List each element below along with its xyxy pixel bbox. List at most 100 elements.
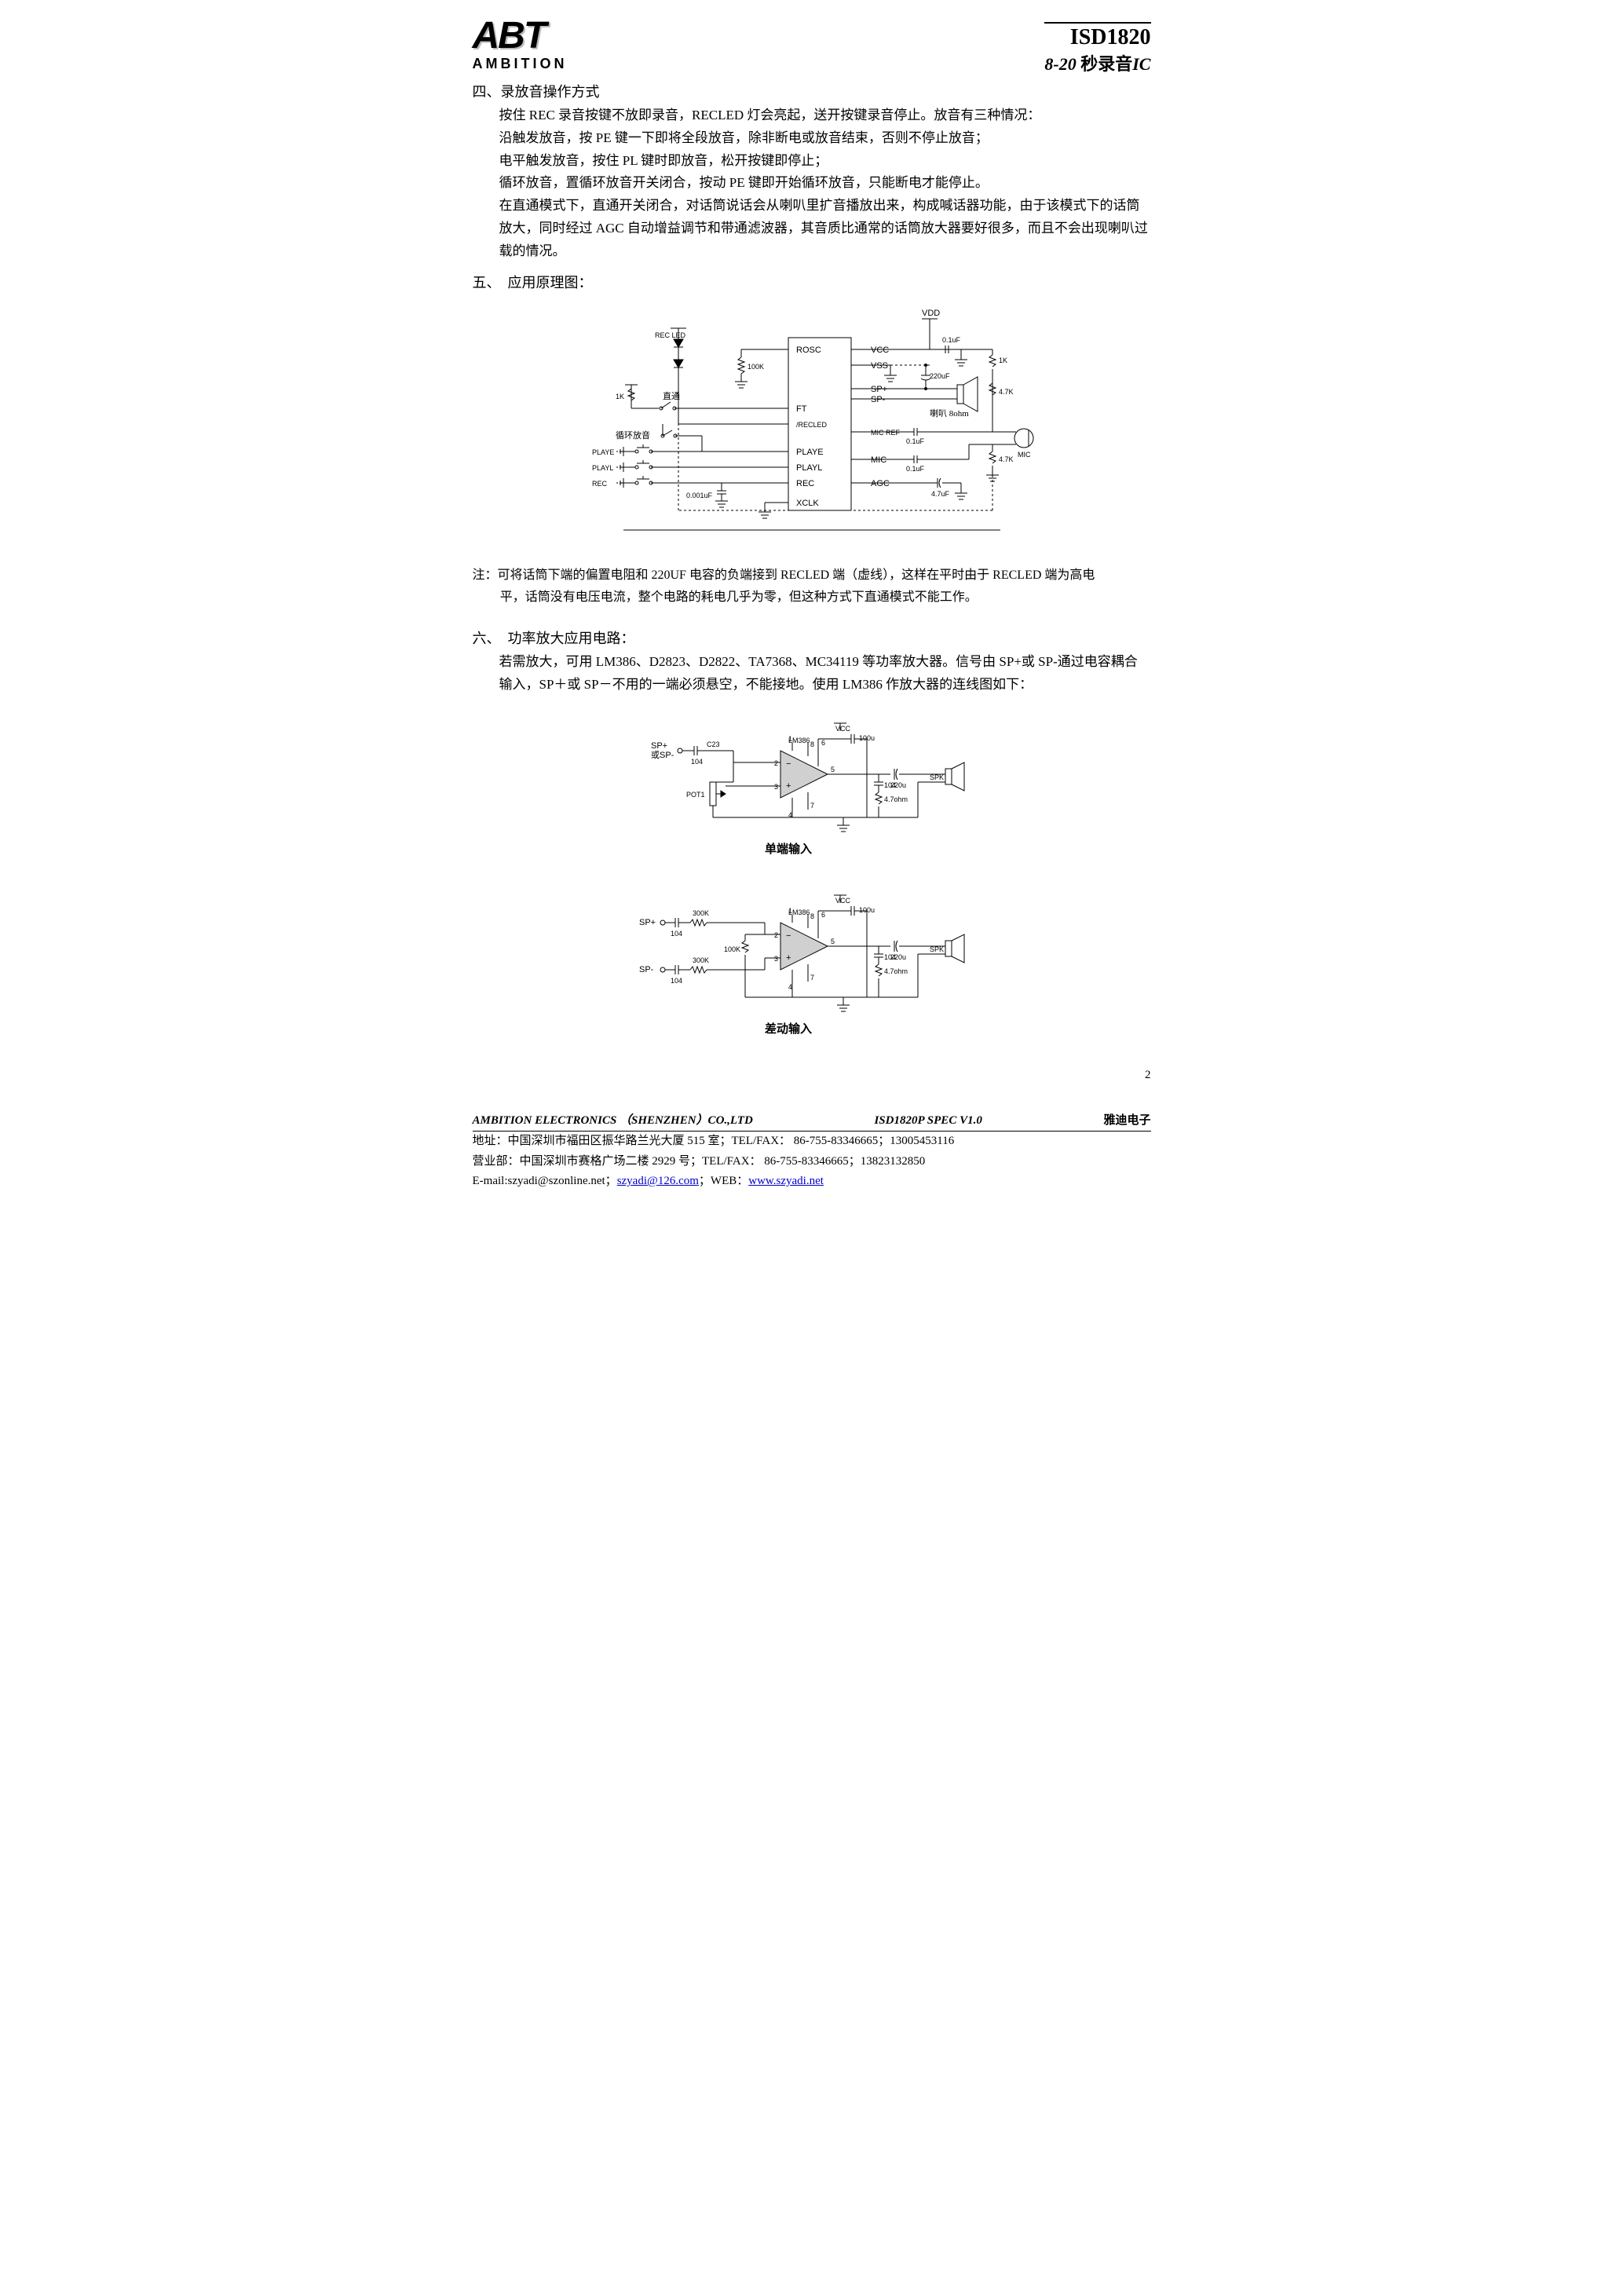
- section-5: 五、 应用原理图：: [473, 271, 1151, 295]
- logo-top: ABT: [473, 19, 568, 53]
- d1-r1kr: 1K: [999, 356, 1007, 364]
- d3-c104a: 104: [671, 930, 682, 938]
- footer-contact: E-mail:szyadi@szonline.net；szyadi@126.co…: [473, 1172, 1151, 1192]
- footer-spec: ISD1820P SPEC V1.0: [874, 1111, 981, 1132]
- diagram-3: SP+ 104 300K SP- 104 300K 100K LM386 −: [473, 879, 1151, 1048]
- s4-p4: 循环放音，置循环放音开关闭合，按动 PE 键即开始循环放音，只能断电才能停止。: [499, 172, 1151, 195]
- title2-cn: 秒录音: [1080, 54, 1132, 74]
- d2-c104b: 104: [884, 781, 896, 789]
- d1-c01c: 0.1uF: [906, 465, 925, 473]
- schematic-2: SP+ 或SP- 104 C23 POT1 LM386 − + 2 3 1: [608, 707, 1016, 865]
- d1-vdd: VDD: [922, 309, 940, 318]
- d3-r47: 4.7ohm: [884, 967, 908, 975]
- d3-p2: 2: [774, 931, 778, 939]
- section-6: 六、 功率放大应用电路： 若需放大，可用 LM386、D2823、D2822、T…: [473, 627, 1151, 696]
- d1-btn-rec: REC: [592, 480, 608, 488]
- d3-r300ka: 300K: [693, 909, 709, 917]
- d3-r100k: 100K: [724, 945, 740, 953]
- d1-ft: FT: [796, 404, 807, 414]
- d2-p8: 8: [810, 740, 814, 748]
- d1-btn-playl: PLAYL: [592, 464, 613, 472]
- d1-pplayl: PLAYL: [796, 463, 822, 473]
- logo-bot: AMBITION: [473, 56, 568, 72]
- d2-p5: 5: [831, 766, 835, 773]
- s4-p5: 在直通模式下，直通开关闭合，对话筒说话会从喇叭里扩音播放出来，构成喊话器功能，由…: [499, 195, 1151, 263]
- section-4: 四、录放音操作方式 按住 REC 录音按键不放即录音，RECLED 灯会亮起，送…: [473, 80, 1151, 263]
- note: 注：可将话筒下端的偏置电阻和 220UF 电容的负端接到 RECLED 端（虚线…: [473, 565, 1151, 610]
- d1-vcc: VCC: [871, 345, 889, 355]
- d1-r100k: 100K: [748, 363, 764, 371]
- d1-r47k2: 4.7K: [999, 455, 1014, 463]
- d2-r47: 4.7ohm: [884, 795, 908, 803]
- title2-en2: IC: [1132, 54, 1150, 74]
- svg-text:−: −: [786, 759, 791, 769]
- d1-recled: REC LED: [655, 331, 686, 339]
- d1-btn-playe: PLAYE: [592, 448, 614, 456]
- d3-spm: SP-: [639, 965, 654, 974]
- d3-p6: 6: [821, 911, 825, 919]
- d3-p5: 5: [831, 938, 835, 945]
- diagram-2: SP+ 或SP- 104 C23 POT1 LM386 − + 2 3 1: [473, 707, 1151, 868]
- d1-c47: 4.7uF: [931, 490, 950, 498]
- d1-r47k1: 4.7K: [999, 388, 1014, 396]
- d2-p3: 3: [774, 783, 778, 791]
- d2-pot: POT1: [686, 791, 705, 799]
- d1-xh: 循环放音: [616, 430, 650, 441]
- header-rule: [1044, 22, 1150, 24]
- d1-spk: 喇叭 8ohm: [930, 408, 969, 419]
- footer-biz: 营业部：中国深圳市赛格广场二楼 2929 号；TEL/FAX： 86-755-8…: [473, 1152, 1151, 1172]
- s4-p3: 电平触发放音，按住 PL 键时即放音，松开按键即停止；: [499, 150, 1151, 173]
- svg-text:+: +: [786, 781, 791, 791]
- footer-email-link[interactable]: szyadi@126.com: [617, 1175, 699, 1187]
- title2: 8-20 秒录音IC: [1044, 50, 1150, 75]
- d3-vcc: VCC: [835, 897, 851, 905]
- title1: ISD1820: [1044, 25, 1150, 50]
- d3-spp: SP+: [639, 918, 656, 927]
- d2-vcc: VCC: [835, 725, 851, 733]
- s4-p1: 按住 REC 录音按键不放即录音，RECLED 灯会亮起，送开按键录音停止。放音…: [499, 104, 1151, 127]
- d1-c220: 220uF: [930, 372, 950, 380]
- title2-en: 8-20: [1044, 54, 1080, 74]
- s6-p: 若需放大，可用 LM386、D2823、D2822、TA7368、MC34119…: [499, 651, 1151, 696]
- header: ABT AMBITION ISD1820 8-20 秒录音IC: [473, 19, 1151, 72]
- d2-spor: 或SP-: [651, 750, 674, 760]
- footer-row1: AMBITION ELECTRONICS （SHENZHEN）CO.,LTD I…: [473, 1111, 1151, 1132]
- d1-c01b: 0.1uF: [906, 437, 925, 445]
- page: ABT AMBITION ISD1820 8-20 秒录音IC 四、录放音操作方…: [435, 0, 1189, 1223]
- d3-p7: 7: [810, 974, 814, 982]
- d1-miclbl: MIC: [1018, 451, 1031, 459]
- footer-web-pre: ；WEB：: [699, 1175, 748, 1187]
- d1-pplaye: PLAYE: [796, 448, 824, 457]
- title-right: ISD1820 8-20 秒录音IC: [1044, 19, 1150, 75]
- d3-p1: 1: [788, 907, 792, 915]
- schematic-1: VDD ROSC FT /RECLED PLAYE PLAYL REC XCLK…: [561, 306, 1063, 550]
- d2-p7: 7: [810, 802, 814, 810]
- d3-cap: 差动输入: [765, 1022, 812, 1036]
- svg-text:−: −: [786, 931, 791, 941]
- d1-micref: MIC REF: [871, 429, 901, 437]
- d1-vss: VSS: [871, 361, 888, 371]
- d2-cap: 单端输入: [765, 842, 812, 856]
- svg-text:+: +: [786, 953, 791, 963]
- d1-rosc: ROSC: [796, 345, 821, 355]
- d1-zt: 直通: [663, 390, 680, 401]
- footer-addr: 地址：中国深圳市福田区振华路兰光大厦 515 室；TEL/FAX： 86-755…: [473, 1132, 1151, 1152]
- d1-agc: AGC: [871, 479, 890, 488]
- footer-yadi: 雅迪电子: [1103, 1111, 1150, 1132]
- diagram-1: VDD ROSC FT /RECLED PLAYE PLAYL REC XCLK…: [473, 306, 1151, 554]
- d1-c001: 0.001uF: [686, 492, 713, 499]
- logo: ABT AMBITION: [473, 19, 568, 72]
- d2-c23: C23: [707, 740, 720, 748]
- schematic-3: SP+ 104 300K SP- 104 300K 100K LM386 −: [608, 879, 1016, 1044]
- d1-nrec: /RECLED: [796, 421, 828, 429]
- d1-spm: SP-: [871, 395, 886, 404]
- d2-p1: 1: [788, 735, 792, 743]
- footer: AMBITION ELECTRONICS （SHENZHEN）CO.,LTD I…: [473, 1111, 1151, 1192]
- section-4-body: 按住 REC 录音按键不放即录音，RECLED 灯会亮起，送开按键录音停止。放音…: [499, 104, 1151, 263]
- page-number: 2: [1145, 1069, 1151, 1082]
- d3-p3: 3: [774, 955, 778, 963]
- footer-company: AMBITION ELECTRONICS （SHENZHEN）CO.,LTD: [473, 1111, 753, 1132]
- d1-r1k: 1K: [616, 393, 624, 400]
- s4-p2: 沿触发放音，按 PE 键一下即将全段放音，除非断电或放音结束，否则不停止放音；: [499, 127, 1151, 150]
- footer-web-link[interactable]: www.szyadi.net: [748, 1175, 824, 1187]
